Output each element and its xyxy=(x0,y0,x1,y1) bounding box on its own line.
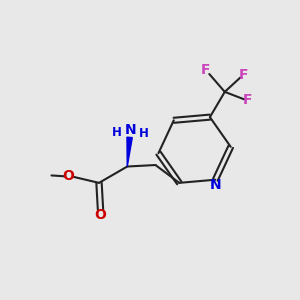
Text: O: O xyxy=(94,208,106,222)
Polygon shape xyxy=(127,137,132,166)
Text: O: O xyxy=(62,169,74,183)
Text: F: F xyxy=(201,64,211,77)
Text: H: H xyxy=(139,127,149,140)
Text: H: H xyxy=(112,126,122,139)
Text: N: N xyxy=(124,123,136,137)
Text: F: F xyxy=(239,68,248,82)
Text: N: N xyxy=(210,178,221,192)
Text: F: F xyxy=(243,93,252,107)
